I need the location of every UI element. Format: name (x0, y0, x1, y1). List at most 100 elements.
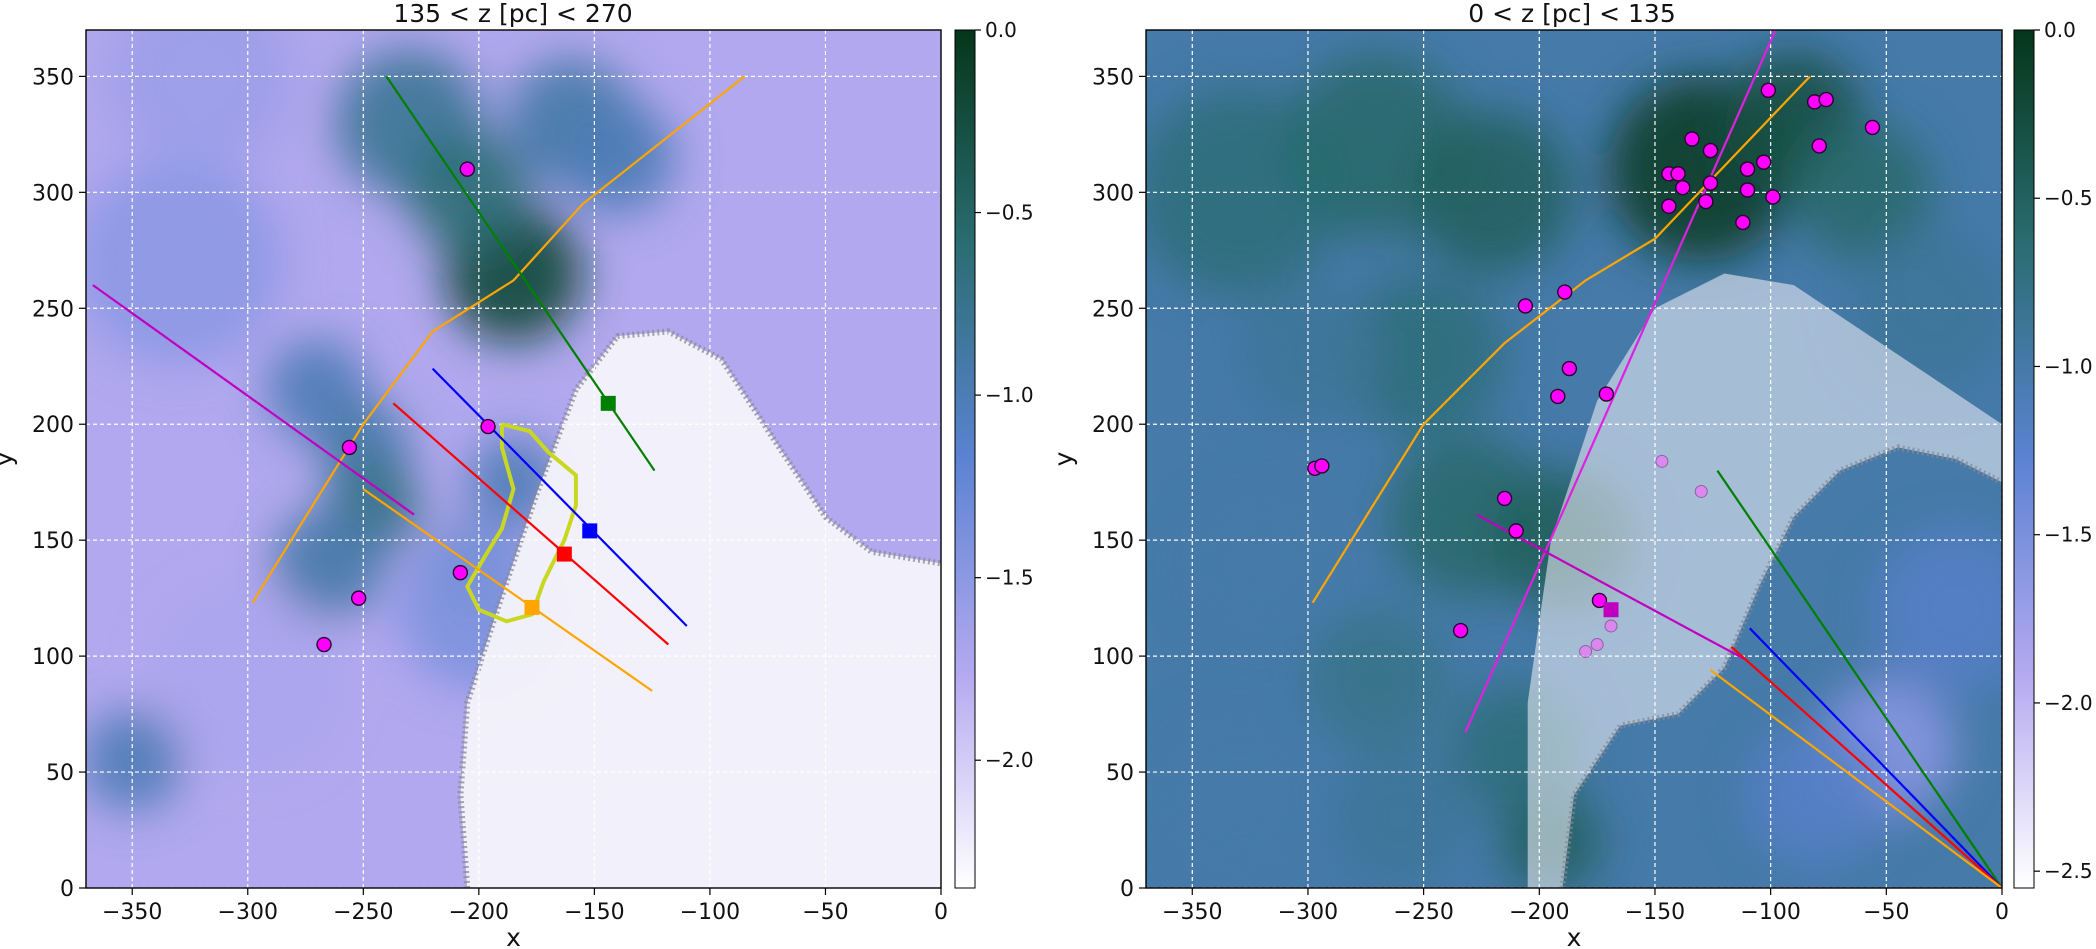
data-point (350, 590, 367, 606)
data-point (1735, 214, 1751, 231)
y-tick-label: 250 (32, 297, 74, 322)
data-point (1591, 592, 1608, 609)
density-blob (1874, 528, 2002, 691)
x-tick-label: 0 (934, 900, 948, 925)
density-blob (1192, 493, 1332, 633)
plot-frame (1145, 29, 2003, 889)
x-tick-label: −250 (1393, 900, 1453, 925)
density-blob (1157, 714, 1320, 877)
series-line (251, 75, 746, 604)
y-tick-label: 50 (46, 761, 74, 786)
colorbar: 0.0 −0.5 −1.0 −1.5 −2.0 (954, 18, 1034, 889)
data-point (316, 636, 332, 653)
colorbar-tick-label: −2.5 (2044, 859, 2093, 883)
y-tick-label: 350 (1092, 65, 1134, 90)
series-line (1464, 30, 1777, 734)
data-point (1557, 284, 1573, 300)
x-tick-label: 0 (1995, 900, 2009, 925)
data-point (341, 439, 358, 456)
y-tick-label: 150 (32, 529, 74, 554)
grid (86, 30, 941, 888)
series-line (392, 402, 670, 646)
data-point (1496, 490, 1513, 507)
density-blob (86, 157, 283, 366)
colorbar-tick-label: −2.0 (985, 748, 1034, 772)
data-point (480, 418, 496, 435)
y-tick-label: 100 (1092, 645, 1134, 670)
contour-line (465, 422, 578, 624)
data-point-faded (1604, 619, 1618, 633)
density-blob (109, 30, 294, 169)
colorbar-tick-label: −0.5 (2044, 186, 2093, 210)
square-marker (582, 523, 598, 539)
colorbar-tick-label: −1.0 (985, 383, 1034, 407)
y-tick-label: 250 (1092, 297, 1134, 322)
series-line (431, 367, 688, 627)
data-point (1739, 161, 1756, 177)
colorbar-tick-label: −0.5 (985, 201, 1034, 225)
square-marker (1603, 602, 1619, 618)
colorbar-tick-label: −2.0 (2044, 691, 2093, 715)
data-point (452, 564, 469, 581)
x-tick-label: −100 (680, 900, 740, 925)
data-point (1765, 189, 1781, 205)
density-blob (1747, 725, 1887, 865)
x-axis-label: x (506, 923, 521, 949)
data-point-faded (1655, 454, 1669, 468)
plot-area (1146, 30, 2002, 888)
density-blob (559, 99, 676, 216)
right-panel: 0 < z [pc] < 135 −350 −300 −250 −200 −150 −10… (1049, 0, 2093, 949)
data-point (1661, 198, 1677, 214)
density-blob (1307, 609, 1447, 749)
x-tick-label: −50 (1863, 900, 1909, 925)
x-tick-label: −200 (449, 900, 509, 925)
data-point (1864, 119, 1881, 136)
y-tick-label: 350 (32, 65, 74, 90)
series-line (1476, 513, 1749, 662)
colorbar-tick-label: 0.0 (2044, 18, 2076, 42)
data-point (1811, 138, 1827, 154)
data-point (1698, 193, 1714, 210)
data-point (1598, 386, 1615, 402)
data-point (1760, 82, 1777, 98)
x-tick-label: −150 (564, 900, 624, 925)
series-line (92, 284, 415, 516)
colorbar-scale (954, 29, 976, 889)
y-tick-label: 100 (32, 645, 74, 670)
grid (1146, 30, 2002, 888)
y-tick-label: 0 (60, 877, 74, 902)
data-point (1756, 154, 1772, 170)
data-point-faded (1590, 638, 1604, 652)
left-chart-title: 135 < z [pc] < 270 (393, 0, 632, 28)
data-point-faded (1579, 644, 1593, 658)
data-point (1818, 91, 1834, 108)
x-tick-label: −300 (218, 900, 278, 925)
x-tick-label: −50 (802, 900, 848, 925)
x-axis-label: x (1567, 923, 1582, 949)
data-point (1739, 182, 1756, 198)
x-tick-label: −150 (1625, 900, 1685, 925)
y-tick-label: 50 (1106, 761, 1134, 786)
y-tick-label: 300 (32, 181, 74, 206)
left-panel: 135 < z [pc] < 270 −350 −300 −250 −200 −150 −… (0, 0, 1034, 949)
y-tick-label: 200 (32, 413, 74, 438)
colorbar-tick-label: −1.5 (2044, 523, 2093, 547)
y-tick-label: 0 (1120, 877, 1134, 902)
right-chart-title: 0 < z [pc] < 135 (1468, 0, 1676, 28)
density-blob (155, 586, 341, 772)
data-point (1517, 298, 1534, 314)
y-tick-label: 300 (1092, 181, 1134, 206)
data-point (1702, 142, 1719, 159)
density-blob (1412, 111, 1574, 274)
series-line (1716, 469, 2002, 888)
data-point (1702, 175, 1719, 191)
data-point (1452, 622, 1469, 639)
data-point (459, 161, 475, 177)
data-point-faded (1694, 484, 1708, 498)
wave-edge (1559, 444, 2002, 888)
colorbar-tick-label: −1.0 (2044, 354, 2093, 378)
colorbar: 0.0 −0.5 −1.0 −1.5 −2.0 −2.5 (2013, 18, 2093, 889)
colorbar-scale (2013, 29, 2035, 889)
plot-area (86, 30, 941, 888)
